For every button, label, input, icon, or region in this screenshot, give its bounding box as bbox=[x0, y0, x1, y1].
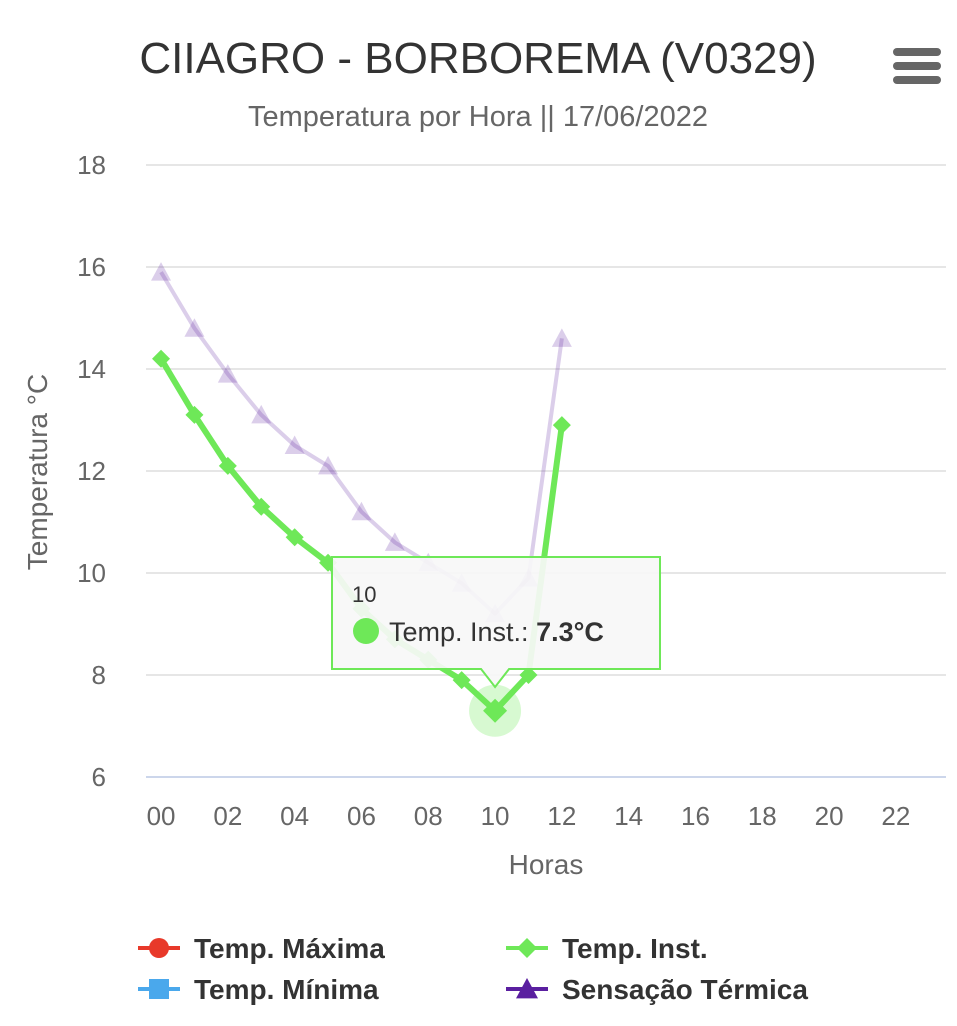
tooltip-text: Temp. Inst.: 7.3°C bbox=[389, 617, 604, 647]
legend: Temp. Máxima Temp. Inst. Temp. Mínima Sensa… bbox=[138, 933, 808, 1005]
y-tick-label: 16 bbox=[77, 252, 106, 282]
data-point bbox=[218, 456, 237, 475]
x-tick-label: 04 bbox=[280, 801, 309, 831]
data-point bbox=[452, 671, 471, 690]
data-point bbox=[384, 532, 405, 551]
x-axis-title: Horas bbox=[509, 849, 584, 880]
x-tick-label: 02 bbox=[213, 801, 242, 831]
data-point bbox=[217, 364, 238, 383]
y-tick-label: 14 bbox=[77, 354, 106, 384]
data-point bbox=[184, 318, 205, 337]
hover-point bbox=[483, 698, 508, 723]
legend-marker bbox=[149, 938, 169, 958]
tooltip: 10 Temp. Inst.: 7.3°C bbox=[331, 556, 661, 737]
legend-marker bbox=[149, 979, 169, 999]
legend-label: Temp. Mínima bbox=[194, 974, 379, 1005]
data-point bbox=[552, 416, 571, 435]
x-tick-label: 14 bbox=[614, 801, 643, 831]
chart-title: CIIAGRO - BORBOREMA (V0329) bbox=[139, 34, 816, 83]
legend-label: Temp. Máxima bbox=[194, 933, 385, 964]
data-point bbox=[284, 435, 305, 454]
x-tick-label: 00 bbox=[147, 801, 176, 831]
legend-label: Sensação Térmica bbox=[562, 974, 808, 1005]
y-tick-label: 18 bbox=[77, 150, 106, 180]
x-tick-label: 20 bbox=[815, 801, 844, 831]
tooltip-value: 7.3°C bbox=[536, 617, 604, 647]
tooltip-header: 10 bbox=[352, 582, 376, 607]
y-tick-label: 12 bbox=[77, 456, 106, 486]
data-point bbox=[318, 455, 339, 475]
x-tick-label: 18 bbox=[748, 801, 777, 831]
x-tick-label: 22 bbox=[881, 801, 910, 831]
data-point bbox=[285, 528, 304, 547]
tooltip-series-label: Temp. Inst.: bbox=[389, 617, 536, 647]
y-axis-title: Temperatura °C bbox=[22, 374, 53, 570]
data-point bbox=[152, 349, 171, 368]
data-point bbox=[519, 666, 538, 684]
data-point bbox=[551, 328, 572, 347]
legend-item[interactable]: Temp. Máxima bbox=[138, 933, 385, 964]
legend-item[interactable]: Sensação Térmica bbox=[506, 974, 808, 1005]
y-tick-label: 6 bbox=[92, 762, 106, 792]
data-point bbox=[251, 404, 272, 424]
y-tick-label: 10 bbox=[77, 558, 106, 588]
grid bbox=[146, 164, 946, 778]
tooltip-box bbox=[331, 556, 661, 689]
x-tick-label: 16 bbox=[681, 801, 710, 831]
chart-subtitle: Temperatura por Hora || 17/06/2022 bbox=[248, 101, 708, 133]
x-tick-label: 12 bbox=[547, 801, 576, 831]
x-axis-ticks: 00 02 04 06 08 10 12 14 16 18 20 22 bbox=[147, 801, 911, 831]
y-axis-ticks: 6 8 10 12 14 16 18 bbox=[77, 150, 106, 792]
legend-label: Temp. Inst. bbox=[562, 933, 708, 964]
legend-marker bbox=[517, 938, 537, 958]
legend-item[interactable]: Temp. Inst. bbox=[506, 933, 708, 964]
hamburger-menu-icon[interactable] bbox=[893, 48, 941, 84]
data-point bbox=[185, 405, 204, 424]
data-point bbox=[252, 497, 271, 516]
legend-item[interactable]: Temp. Mínima bbox=[138, 974, 379, 1005]
legend-marker bbox=[516, 978, 538, 999]
x-tick-label: 10 bbox=[481, 801, 510, 831]
y-tick-label: 8 bbox=[92, 660, 106, 690]
data-point bbox=[351, 501, 372, 521]
x-tick-label: 08 bbox=[414, 801, 443, 831]
data-point bbox=[151, 262, 172, 281]
tooltip-series-dot bbox=[353, 618, 379, 644]
x-tick-label: 06 bbox=[347, 801, 376, 831]
